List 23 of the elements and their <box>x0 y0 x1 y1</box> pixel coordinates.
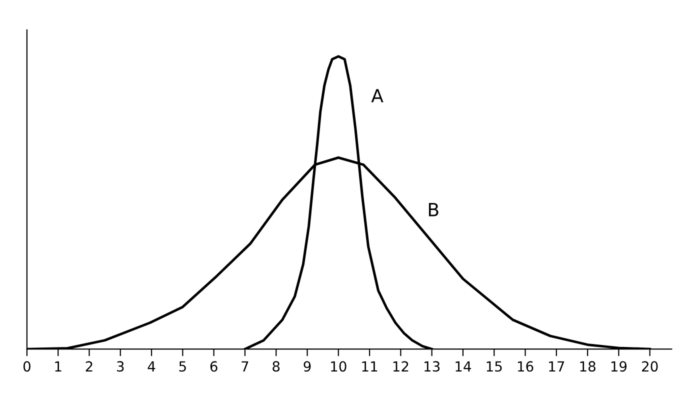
x-tick-label: 9 <box>304 361 311 372</box>
x-tick-label: 12 <box>393 361 408 372</box>
x-tick-label: 1 <box>55 361 62 372</box>
x-tick-label: 13 <box>424 361 440 372</box>
x-tick-label: 8 <box>272 361 280 372</box>
series-label: B <box>428 203 438 216</box>
x-tick-label: 10 <box>331 361 346 372</box>
x-tick-label: 4 <box>148 361 156 372</box>
x-tick-label: 15 <box>486 361 502 372</box>
x-tick-label: 7 <box>242 361 248 372</box>
x-tick-label: 2 <box>86 361 92 372</box>
x-tick-label: 5 <box>179 361 186 372</box>
x-tick-label: 16 <box>518 361 534 372</box>
series-label: A <box>371 89 384 102</box>
x-tick-label: 6 <box>210 361 218 372</box>
x-tick-label: 17 <box>549 361 564 372</box>
x-tick-label: 19 <box>611 361 627 372</box>
x-tick-label: 11 <box>362 361 378 372</box>
x-tick-label: 3 <box>117 361 124 372</box>
x-tick-label: 0 <box>23 361 30 372</box>
x-tick-label: 20 <box>642 361 658 372</box>
x-tick-label: 18 <box>580 361 596 372</box>
x-tick-label: 14 <box>456 361 472 372</box>
